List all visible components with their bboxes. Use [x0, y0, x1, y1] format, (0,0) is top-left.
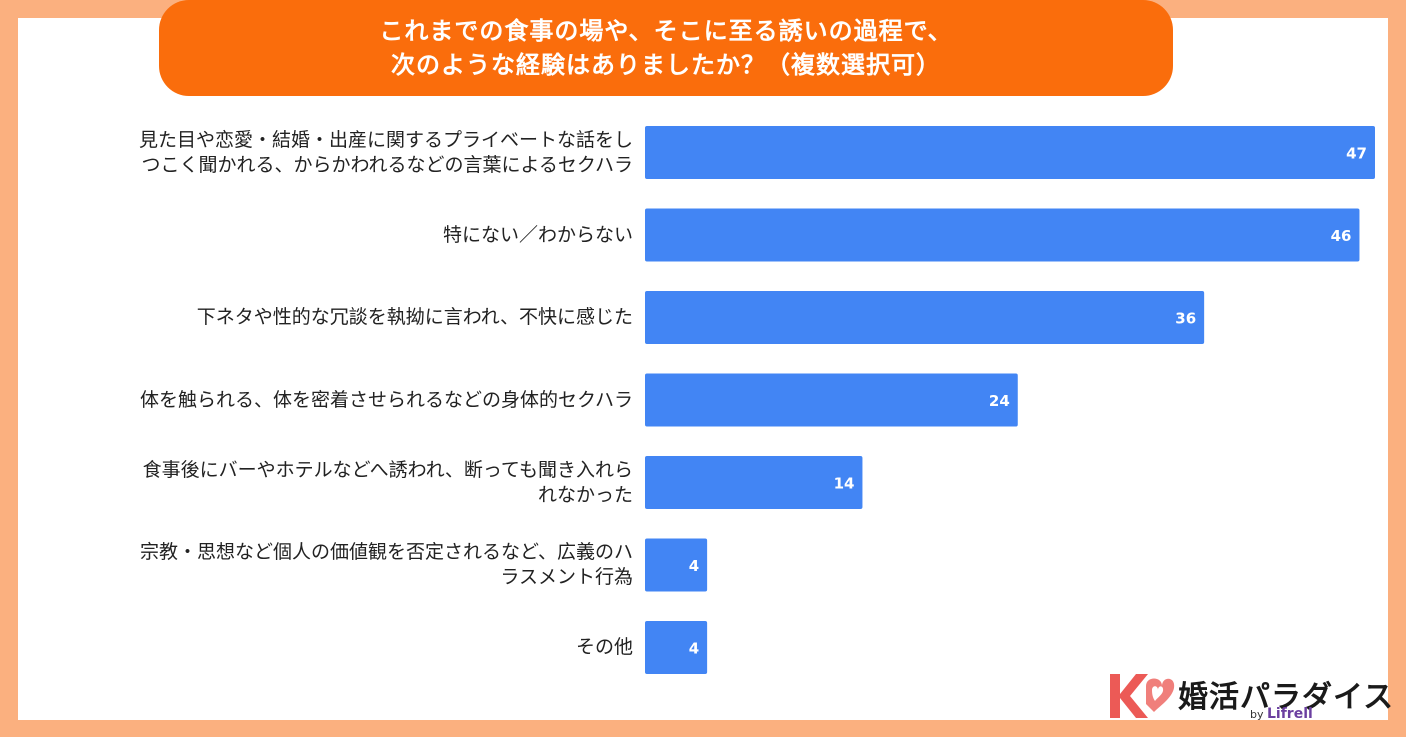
category-label-2: 特にない／わからない — [13, 209, 633, 262]
category-label-4: 体を触られる、体を密着させられるなどの身体的セクハラ — [13, 374, 633, 427]
category-label-3: 下ネタや性的な冗談を執拗に言われ、不快に感じた — [13, 291, 633, 344]
bar-3 — [645, 291, 1205, 344]
bar-6 — [645, 538, 708, 592]
brand-logo: 婚活パラダイス by Lifrell — [1106, 668, 1393, 726]
bar-2 — [645, 208, 1360, 262]
category-label-line: 見た目や恋愛・結婚・出産に関するプライベートな話をし — [138, 128, 633, 151]
brand-company: Lifrell — [1267, 706, 1313, 722]
category-label-text: 体を触られる、体を密着させられるなどの身体的セクハラ — [140, 388, 633, 413]
kp-logo-icon — [1110, 674, 1175, 718]
category-label-line: 体を触られる、体を密着させられるなどの身体的セクハラ — [139, 388, 633, 411]
category-label-line: れなかった — [537, 483, 633, 506]
category-label-text: その他 — [576, 635, 633, 660]
category-label-line: 宗教・思想など個人の価値観を否定されるなど、広義のハ — [139, 541, 633, 563]
bar-value-label-4: 24 — [989, 392, 1010, 410]
category-label-line: 食事後にバーやホテルなどへ誘われ、断っても聞き入れら — [142, 458, 633, 481]
bar-4 — [645, 373, 1018, 427]
brand-by-text: by — [1250, 708, 1264, 721]
chart-title-line-2: 次のような経験はありましたか？（複数選択可） — [391, 51, 941, 79]
bar-value-label-7: 4 — [689, 640, 699, 658]
category-label-text: 下ネタや性的な冗談を執拗に言われ、不快に感じた — [197, 305, 633, 330]
category-label-5: 食事後にバーやホテルなどへ誘われ、断っても聞き入れら れなかった — [13, 456, 633, 509]
bar-value-label-6: 4 — [689, 557, 699, 575]
bar-1 — [645, 126, 1375, 179]
title-banner: これまでの食事の場や、そこに至る誘いの過程で、 次のような経験はありましたか？（… — [159, 0, 1173, 96]
bar-value-label-5: 14 — [834, 475, 855, 493]
category-label-text: 見た目や恋愛・結婚・出産に関するプライベートな話をし つこく聞かれる、からかわれる… — [139, 128, 633, 178]
chart-title-line-1: これまでの食事の場や、そこに至る誘いの過程で、 — [379, 17, 953, 45]
category-label-line: つこく聞かれる、からかわれるなどの言葉によるセクハラ — [141, 153, 633, 176]
category-label-1: 見た目や恋愛・結婚・出産に関するプライベートな話をし つこく聞かれる、からかわれる… — [13, 126, 633, 179]
category-label-7: その他 — [13, 621, 633, 674]
category-label-line: その他 — [575, 636, 633, 658]
category-label-line: 下ネタや性的な冗談を執拗に言われ、不快に感じた — [196, 306, 633, 328]
bar-value-label-1: 47 — [1346, 145, 1367, 163]
brand-byline: by Lifrell — [1250, 706, 1313, 722]
brand-name: 婚活パラダイス — [1178, 680, 1395, 715]
bar-7 — [645, 621, 708, 674]
category-label-text: 食事後にバーやホテルなどへ誘われ、断っても聞き入れら れなかった — [143, 458, 633, 508]
category-label-line: 特にない／わからない — [442, 223, 633, 246]
bar-5 — [645, 456, 863, 509]
category-label-6: 宗教・思想など個人の価値観を否定されるなど、広義のハラスメント行為 — [13, 539, 633, 592]
bar-value-label-3: 36 — [1175, 310, 1196, 328]
category-label-text: 宗教・思想など個人の価値観を否定されるなど、広義のハラスメント行為 — [140, 540, 633, 590]
category-label-line: ラスメント行為 — [500, 566, 633, 588]
category-label-text: 特にない／わからない — [443, 223, 633, 248]
bar-value-label-2: 46 — [1331, 227, 1352, 245]
